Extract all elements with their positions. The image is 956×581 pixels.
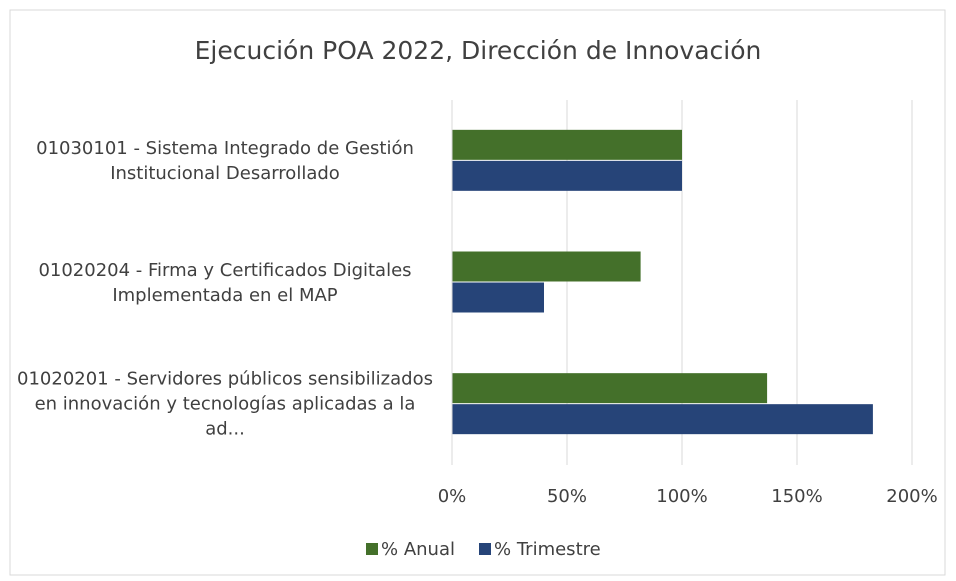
legend-swatch (366, 543, 378, 555)
bar (452, 404, 873, 435)
legend-label: % Anual (381, 539, 455, 560)
x-tick-label: 50% (547, 486, 587, 507)
legend-label: % Trimestre (494, 539, 601, 560)
x-tick-label: 100% (656, 486, 707, 507)
bar (452, 282, 544, 313)
bar (452, 251, 641, 282)
bar (452, 160, 682, 191)
chart-title: Ejecución POA 2022, Dirección de Innovac… (195, 36, 762, 65)
category-label: 01020204 - Firma y Certificados Digitale… (38, 259, 412, 306)
bar (452, 129, 682, 160)
legend-swatch (479, 543, 491, 555)
x-tick-label: 150% (771, 486, 822, 507)
x-tick-label: 0% (438, 486, 467, 507)
category-label: 01030101 - Sistema Integrado de Gestión … (36, 137, 414, 184)
x-tick-label: 200% (886, 486, 937, 507)
bar (452, 373, 768, 404)
category-label: 01020201 - Servidores públicos sensibili… (17, 368, 433, 440)
